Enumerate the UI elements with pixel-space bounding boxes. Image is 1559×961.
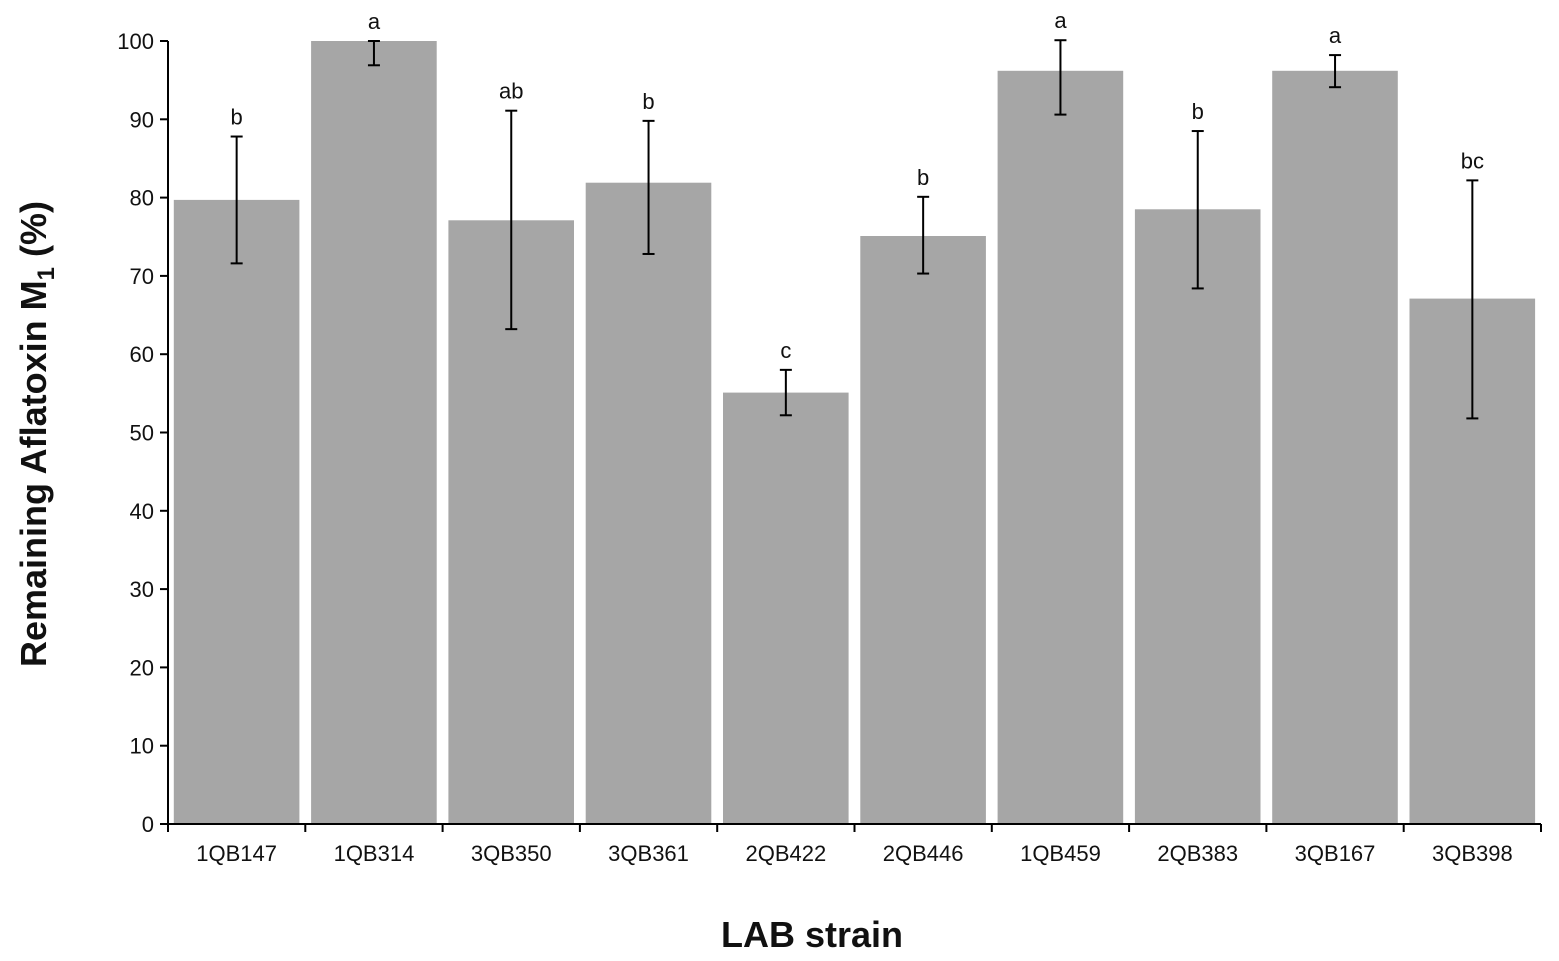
- y-tick-label-100: 100: [117, 29, 154, 54]
- y-tick-label-0: 0: [142, 812, 154, 837]
- significance-label-1QB314: a: [368, 9, 381, 34]
- bar-3QB361: [585, 182, 712, 824]
- error-bar-2QB446: [917, 195, 930, 275]
- bars-group: [173, 41, 1536, 825]
- y-axis-title: Remaining Aflatoxin M1 (%): [13, 201, 60, 667]
- x-tick-label-2QB383: 2QB383: [1157, 841, 1238, 866]
- x-tick-label-3QB350: 3QB350: [471, 841, 552, 866]
- y-tick-label-60: 60: [130, 342, 154, 367]
- significance-label-2QB422: c: [780, 338, 791, 363]
- error-bar-1QB147: [230, 135, 243, 265]
- significance-label-3QB361: b: [642, 89, 654, 114]
- significance-label-1QB147: b: [231, 105, 243, 130]
- bar-2QB422: [723, 392, 849, 824]
- bar-1QB459: [997, 70, 1124, 825]
- y-tick-label-30: 30: [130, 577, 154, 602]
- error-bar-3QB167: [1329, 54, 1342, 89]
- x-axis: 1QB147 1QB314 3QB350 3QB361 2QB422 2QB446 1QB4…: [167, 823, 1542, 866]
- y-tick-label-10: 10: [130, 734, 154, 759]
- significance-label-3QB398: bc: [1461, 148, 1484, 173]
- x-tick-label-1QB459: 1QB459: [1020, 841, 1101, 866]
- error-bar-1QB459: [1054, 39, 1067, 116]
- x-tick-label-2QB422: 2QB422: [745, 841, 826, 866]
- error-bar-2QB383: [1191, 130, 1204, 290]
- bar-1QB314: [311, 41, 437, 824]
- significance-label-2QB383: b: [1192, 99, 1204, 124]
- error-bar-3QB361: [642, 119, 655, 255]
- y-tick-label-80: 80: [130, 186, 154, 211]
- y-axis-title-subscript: 1: [33, 267, 60, 280]
- error-bar-1QB314: [367, 40, 380, 67]
- error-bar-2QB422: [779, 368, 792, 417]
- error-bar-3QB350: [505, 109, 518, 331]
- y-axis-title-suffix: (%): [13, 201, 54, 267]
- error-bars-group: [230, 39, 1479, 420]
- x-tick-label-3QB167: 3QB167: [1295, 841, 1376, 866]
- y-tick-label-70: 70: [130, 264, 154, 289]
- error-bar-3QB398: [1466, 179, 1479, 420]
- x-tick-label-3QB361: 3QB361: [608, 841, 689, 866]
- y-axis-title-main: Remaining Aflatoxin M: [13, 280, 54, 667]
- bar-3QB167: [1272, 70, 1398, 825]
- significance-label-2QB446: b: [917, 165, 929, 190]
- significance-label-3QB167: a: [1329, 23, 1342, 48]
- bar-2QB383: [1134, 209, 1261, 825]
- x-tick-label-1QB314: 1QB314: [334, 841, 415, 866]
- y-axis: 0 10 20 30 40 50 60 70 80 90 100: [117, 29, 169, 837]
- significance-label-1QB459: a: [1054, 8, 1067, 33]
- y-tick-label-90: 90: [130, 107, 154, 132]
- bar-1QB147: [173, 199, 300, 824]
- x-tick-label-1QB147: 1QB147: [196, 841, 277, 866]
- y-tick-label-50: 50: [130, 421, 154, 446]
- y-tick-label-40: 40: [130, 499, 154, 524]
- y-tick-label-20: 20: [130, 655, 154, 680]
- x-axis-title: LAB strain: [721, 914, 903, 955]
- bar-2QB446: [860, 236, 986, 824]
- significance-label-3QB350: ab: [499, 79, 523, 104]
- x-tick-label-2QB446: 2QB446: [883, 841, 964, 866]
- x-tick-label-3QB398: 3QB398: [1432, 841, 1513, 866]
